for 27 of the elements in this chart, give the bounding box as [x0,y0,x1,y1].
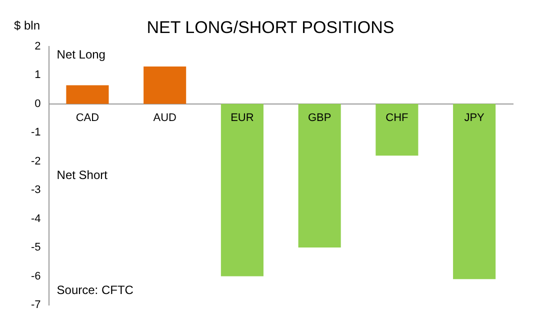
y-tick-label: -7 [31,299,41,312]
annotation: Source: CFTC [56,282,134,297]
bar [66,85,109,104]
y-tick-label: -5 [31,242,41,254]
y-tick-label: -2 [31,155,41,168]
annotation: Net Short [56,168,108,182]
y-tick-label: -1 [31,126,41,139]
x-tick-label: CHF [386,112,409,124]
x-tick-label: GBP [308,112,332,124]
x-tick-label: AUD [153,112,176,124]
bar [376,104,418,156]
y-tick-label: -4 [31,212,41,225]
y-axis-title: $ bln [14,18,40,32]
chart-title: NET LONG/SHORT POSITIONS [146,18,394,37]
x-tick-label: EUR [230,112,254,124]
y-tick-label: 1 [34,69,41,82]
y-tick-label: -3 [31,184,41,196]
annotation: Net Long [56,47,106,62]
bar [144,66,186,104]
y-tick-label: 0 [34,98,41,110]
bar [453,104,496,280]
bar [298,104,341,248]
bar [220,104,264,276]
x-tick-label: JPY [464,112,486,124]
x-tick-label: CAD [76,112,100,124]
y-tick-label: 2 [34,40,41,52]
y-tick-label: -6 [31,270,41,282]
